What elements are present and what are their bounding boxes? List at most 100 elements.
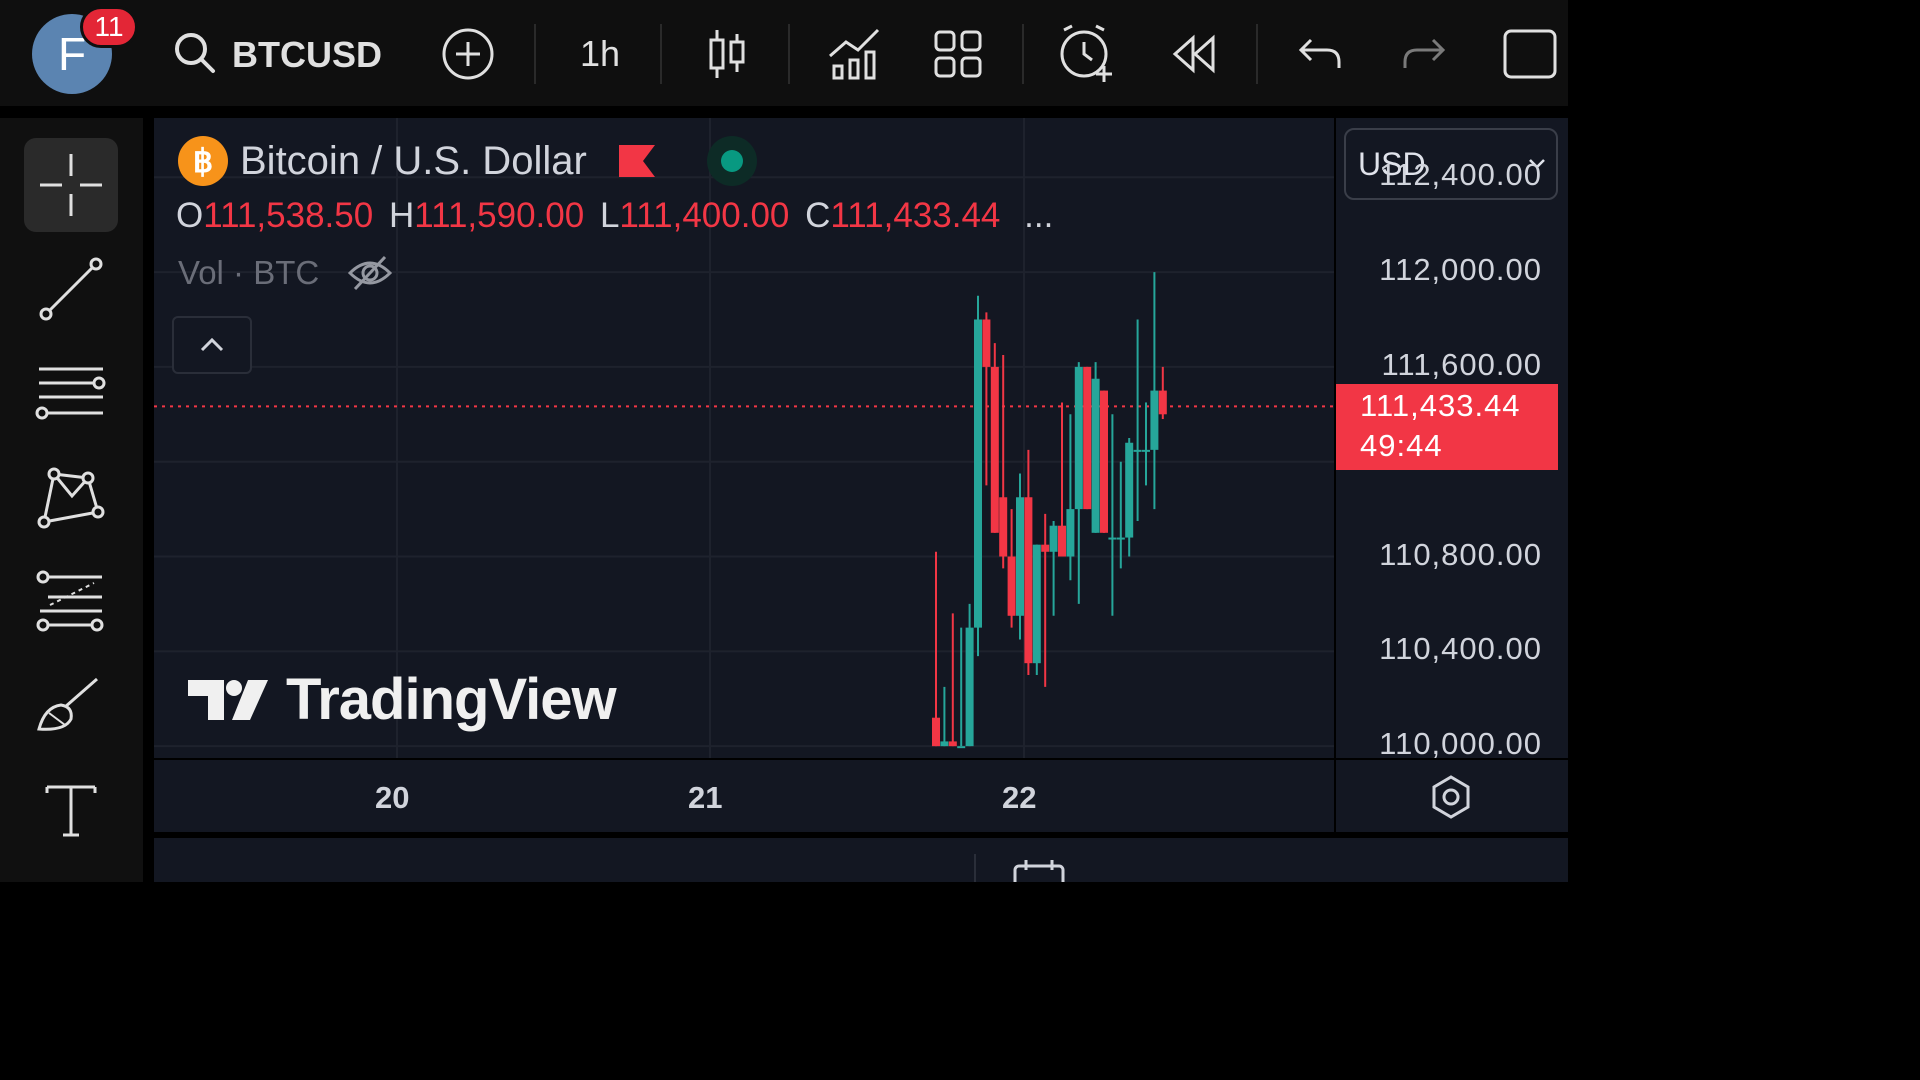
- candle: [1041, 513, 1050, 687]
- candle: [982, 312, 991, 486]
- candle-body: [999, 497, 1008, 557]
- candle-body: [948, 741, 957, 747]
- close-key: C: [805, 196, 831, 235]
- notification-badge: 11: [80, 6, 138, 48]
- open-value: 111,538.50: [203, 196, 374, 235]
- candle-body: [1024, 497, 1033, 664]
- candle: [1142, 402, 1150, 486]
- settings-icon[interactable]: [1428, 774, 1474, 820]
- candle-body: [1150, 390, 1159, 450]
- interval-button[interactable]: 1h: [560, 22, 640, 86]
- candle: [1058, 402, 1066, 557]
- volume-legend[interactable]: Vol · BTC: [178, 254, 393, 292]
- price-tick-label: 112,000.00: [1379, 252, 1542, 288]
- collapse-legend-button[interactable]: [172, 316, 252, 374]
- candle: [1158, 366, 1167, 420]
- candle: [1032, 544, 1041, 676]
- symbol-description: Bitcoin / U.S. Dollar: [240, 138, 587, 183]
- last-price-value: 111,433.44: [1360, 388, 1521, 424]
- chevron-down-icon: [1529, 159, 1545, 169]
- time-scale[interactable]: 20 21 22: [154, 760, 1334, 832]
- candle: [1083, 366, 1092, 510]
- fib-icon[interactable]: [24, 554, 118, 648]
- symbol-search[interactable]: BTCUSD: [172, 24, 412, 84]
- tradingview-logo-icon: [188, 679, 268, 720]
- candle: [1133, 319, 1142, 521]
- candle: [1007, 509, 1016, 628]
- chevron-up-icon: [200, 337, 224, 352]
- bottom-toolbar: [154, 838, 1568, 882]
- candle-body: [940, 741, 949, 747]
- candle: [1024, 449, 1033, 676]
- replay-icon[interactable]: [1164, 22, 1224, 86]
- eye-hidden-icon[interactable]: [347, 255, 393, 291]
- symbol-name: BTCUSD: [232, 34, 382, 75]
- candle: [1100, 390, 1108, 533]
- fullscreen-icon[interactable]: [1500, 22, 1560, 86]
- candlestick-chart: [154, 118, 1334, 758]
- more-icon[interactable]: ...: [1024, 196, 1054, 235]
- undo-icon[interactable]: [1290, 22, 1350, 86]
- candle-body: [1133, 449, 1142, 452]
- low-value: 111,400.00: [619, 196, 790, 235]
- redo-icon[interactable]: [1394, 22, 1454, 86]
- price-tick-label: 110,800.00: [1379, 536, 1542, 572]
- pattern-icon[interactable]: [24, 450, 118, 544]
- candle: [1091, 362, 1100, 533]
- calendar-icon[interactable]: [1012, 860, 1066, 882]
- brush-icon[interactable]: [24, 658, 118, 752]
- layout-icon[interactable]: [928, 22, 988, 86]
- ohlc-values: O111,538.50 H111,590.00 L111,400.00 C111…: [176, 196, 1053, 236]
- candle-body: [1100, 390, 1108, 533]
- candle-body: [1041, 544, 1050, 552]
- candles-icon[interactable]: [696, 22, 756, 86]
- volume-label: Vol · BTC: [178, 254, 320, 291]
- interval-label: 1h: [579, 33, 621, 74]
- low-key: L: [599, 196, 620, 235]
- time-tick-label: 22: [1002, 780, 1037, 815]
- indicators-icon[interactable]: [824, 22, 884, 86]
- search-icon: [172, 30, 218, 81]
- candle: [1125, 438, 1134, 557]
- chart-pane[interactable]: TradingView ฿ Bitcoin / U.S. Dollar O111…: [154, 118, 1334, 758]
- price-tick-label: 112,400.00: [1379, 157, 1542, 193]
- currency-select[interactable]: USD: [1344, 128, 1558, 200]
- candle: [999, 355, 1008, 569]
- candle: [1116, 461, 1125, 569]
- notification-count: 11: [94, 11, 124, 42]
- candle-body: [982, 319, 991, 367]
- text-icon[interactable]: [24, 762, 118, 856]
- currency-value: USD: [1358, 146, 1426, 182]
- watermark-text: TradingView: [286, 667, 617, 732]
- candle: [965, 603, 974, 747]
- candle: [1074, 362, 1083, 604]
- candle-body: [1125, 442, 1134, 538]
- symbol-legend[interactable]: ฿ Bitcoin / U.S. Dollar: [178, 134, 757, 188]
- candle-body: [965, 627, 974, 747]
- candle: [940, 686, 949, 747]
- alert-icon[interactable]: [1056, 22, 1116, 86]
- candle-body: [1091, 378, 1100, 533]
- market-status-icon[interactable]: [706, 136, 757, 186]
- candle-body: [1032, 544, 1041, 664]
- flag-icon[interactable]: [617, 143, 657, 179]
- candle: [990, 343, 999, 533]
- price-scale[interactable]: USD 112,400.00 112,000.00 111,600.00 110,80…: [1336, 118, 1568, 761]
- bitcoin-icon: ฿: [178, 136, 228, 186]
- candle-body: [932, 717, 940, 747]
- price-tick-label: 110,400.00: [1379, 631, 1542, 667]
- candle-body: [974, 319, 982, 628]
- candle-body: [1007, 556, 1016, 616]
- candle-body: [1108, 537, 1117, 540]
- horizontal-lines-icon[interactable]: [24, 346, 118, 440]
- candle-body: [1074, 366, 1083, 510]
- crosshair-icon[interactable]: [24, 138, 118, 232]
- trend-line-icon[interactable]: [24, 242, 118, 336]
- candle-body: [1116, 537, 1125, 540]
- high-value: 111,590.00: [414, 196, 585, 235]
- tradingview-watermark: TradingView: [184, 666, 617, 733]
- candle: [1066, 414, 1075, 581]
- candle-body: [957, 746, 966, 749]
- add-symbol-icon[interactable]: [438, 22, 498, 86]
- last-price-label: 111,433.44 49:44: [1336, 384, 1558, 471]
